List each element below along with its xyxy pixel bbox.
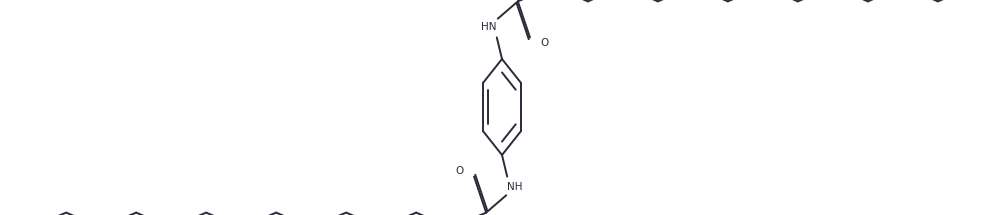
Text: HN: HN [481, 22, 496, 32]
Text: O: O [540, 38, 548, 48]
Text: O: O [456, 166, 464, 176]
Text: NH: NH [508, 182, 523, 192]
